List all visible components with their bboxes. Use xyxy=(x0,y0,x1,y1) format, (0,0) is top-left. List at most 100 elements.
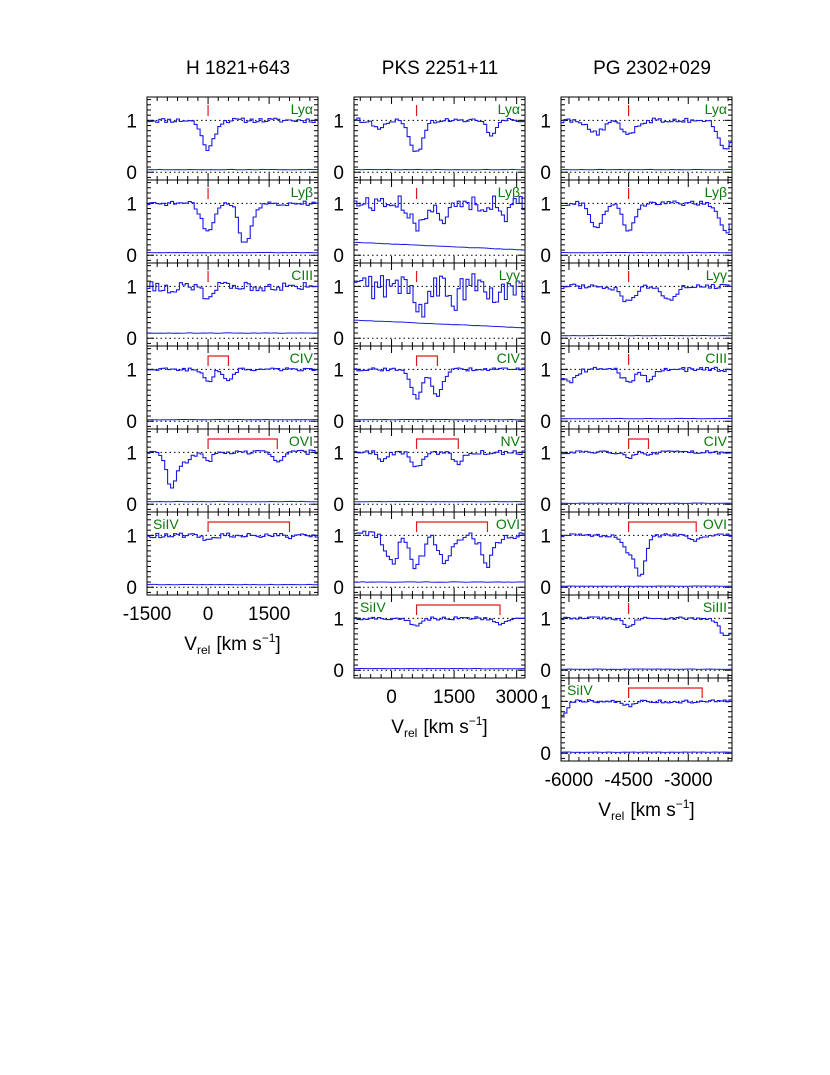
y-tick-label: 1 xyxy=(333,360,344,381)
y-tick-label: 1 xyxy=(540,609,551,630)
flux-spectrum xyxy=(147,449,318,489)
ion-label: Lyβ xyxy=(498,184,520,200)
ion-label: CIV xyxy=(497,350,521,366)
y-tick-label: 1 xyxy=(126,277,137,298)
y-tick-label: 0 xyxy=(126,412,137,433)
x-tick-label: 1500 xyxy=(433,687,475,708)
flux-spectrum xyxy=(354,273,525,318)
spectrum-panel: 0 1 NV xyxy=(333,428,526,516)
x-tick-label: 3000 xyxy=(496,687,538,708)
x-tick-label: -3000 xyxy=(664,770,713,791)
ion-label: SiIV xyxy=(360,599,386,615)
column-title: PG 2302+029 xyxy=(593,58,711,79)
spectrum-panel: 0 1 OVI xyxy=(126,428,319,516)
y-tick-label: 1 xyxy=(126,360,137,381)
error-spectrum xyxy=(353,319,526,329)
doublet-marker xyxy=(415,438,459,449)
ion-label: NV xyxy=(501,433,521,449)
y-tick-label: 0 xyxy=(540,495,551,516)
flux-spectrum xyxy=(354,117,525,152)
doublet-marker xyxy=(628,521,697,532)
ion-label: Lyα xyxy=(705,101,727,117)
spectrum-panel: 0 1 SiIV xyxy=(333,594,526,682)
spectrum-panel: 0 1 Lyγ xyxy=(540,262,733,350)
spectrum-panel: 0 1 CIV xyxy=(333,345,526,433)
spectrum-panel: 0 1 CIII xyxy=(540,345,733,433)
flux-spectrum xyxy=(561,117,732,150)
doublet-marker xyxy=(207,521,291,532)
ion-label: CIV xyxy=(704,433,728,449)
error-spectrum xyxy=(354,241,526,251)
flux-spectrum xyxy=(354,530,525,570)
x-tick-label: -4500 xyxy=(604,770,653,791)
ion-label: Lyα xyxy=(291,101,313,117)
flux-spectrum xyxy=(147,200,318,243)
y-tick-label: 1 xyxy=(333,609,344,630)
x-tick-label: 1500 xyxy=(248,604,290,625)
doublet-marker xyxy=(415,521,489,532)
y-tick-label: 1 xyxy=(333,443,344,464)
doublet-marker xyxy=(415,604,501,615)
flux-spectrum xyxy=(354,449,525,468)
flux-spectrum xyxy=(561,200,732,234)
flux-spectrum xyxy=(147,281,318,300)
y-tick-label: 0 xyxy=(333,246,344,267)
ion-label: SiIV xyxy=(567,682,593,698)
column-title: PKS 2251+11 xyxy=(382,58,498,79)
y-tick-label: 0 xyxy=(126,246,137,267)
y-tick-label: 1 xyxy=(540,360,551,381)
spectrum-panel: 0 1 Lyβ xyxy=(333,179,526,267)
flux-spectrum xyxy=(561,616,732,636)
flux-spectrum xyxy=(147,532,318,541)
flux-spectrum xyxy=(561,366,732,384)
spectrum-panel: 0 1 CIV xyxy=(126,345,319,433)
y-tick-label: 1 xyxy=(333,277,344,298)
y-tick-label: 1 xyxy=(540,194,551,215)
spectrum-panel: 0 1 Lyα xyxy=(126,96,319,184)
spectrum-panel: 0 1 Lyβ xyxy=(540,179,733,267)
ion-label: CIV xyxy=(290,350,314,366)
flux-spectrum xyxy=(354,195,525,232)
y-tick-label: 0 xyxy=(126,495,137,516)
y-tick-label: 1 xyxy=(540,443,551,464)
y-tick-label: 1 xyxy=(333,194,344,215)
y-tick-label: 0 xyxy=(333,163,344,184)
y-tick-label: 0 xyxy=(333,578,344,599)
doublet-marker xyxy=(628,687,703,698)
ion-label: OVI xyxy=(703,516,727,532)
x-tick-label: 0 xyxy=(386,687,397,708)
spectrum-panel: 0 1 CIV xyxy=(540,428,733,516)
flux-spectrum xyxy=(147,117,318,152)
doublet-marker xyxy=(415,355,439,366)
flux-spectrum xyxy=(147,367,318,383)
spectrum-panel: 0 1 Lyα xyxy=(333,96,526,184)
y-tick-label: 0 xyxy=(540,246,551,267)
ion-label: Lyβ xyxy=(705,184,727,200)
y-tick-label: 1 xyxy=(540,277,551,298)
ion-label: OVI xyxy=(289,433,313,449)
spectrum-panel: 0 1 Lyα xyxy=(540,96,733,184)
y-tick-label: 1 xyxy=(126,111,137,132)
y-tick-label: 1 xyxy=(126,443,137,464)
flux-spectrum xyxy=(561,699,732,716)
spectrum-panel: 0 1 Lyγ xyxy=(333,262,526,350)
y-tick-label: 1 xyxy=(540,526,551,547)
spectrum-panel: 0 1 SiIV xyxy=(540,677,733,765)
spectrum-panel: 0 1 OVI xyxy=(540,511,733,599)
panel-frame xyxy=(560,677,733,762)
flux-spectrum xyxy=(354,367,525,400)
ion-label: Lyγ xyxy=(499,267,520,283)
y-tick-label: 0 xyxy=(333,495,344,516)
x-axis-label: Vrel [km s−1] xyxy=(184,631,280,657)
ion-label: CIII xyxy=(291,267,313,283)
ion-label: Lyβ xyxy=(291,184,313,200)
panel-frame xyxy=(146,511,319,596)
y-tick-label: 0 xyxy=(333,661,344,682)
flux-spectrum xyxy=(561,450,732,459)
ion-label: Lyγ xyxy=(706,267,727,283)
y-tick-label: 1 xyxy=(540,111,551,132)
panel-frame xyxy=(353,428,526,513)
spectrum-panel: 0 1 Lyβ xyxy=(126,179,319,267)
spectrum-panel: 0 1 OVI xyxy=(333,511,526,599)
ion-label: SiIII xyxy=(703,599,727,615)
